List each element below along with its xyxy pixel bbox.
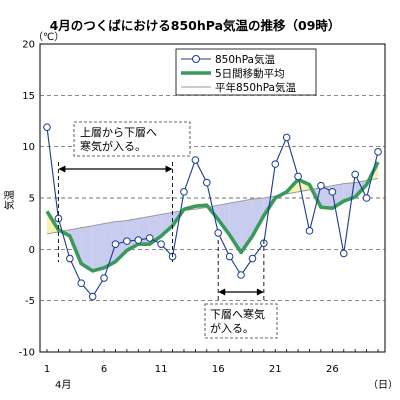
data-point bbox=[351, 170, 359, 179]
anomaly-fill bbox=[47, 162, 378, 271]
y-tick-label: 5 bbox=[29, 194, 35, 205]
data-point bbox=[374, 148, 382, 156]
data-point bbox=[294, 172, 302, 181]
series-layer bbox=[43, 123, 382, 301]
data-point bbox=[43, 123, 51, 131]
data-point bbox=[237, 271, 245, 279]
arrow-head bbox=[58, 165, 66, 173]
x-tick-label: 21 bbox=[269, 364, 282, 375]
data-point bbox=[157, 240, 165, 248]
data-point bbox=[123, 237, 131, 245]
annotation-text: 上層から下層へ bbox=[80, 126, 157, 139]
below-normal-fill bbox=[92, 223, 105, 271]
annotation-text: 寒気が入る。 bbox=[80, 139, 146, 153]
data-point bbox=[180, 188, 188, 196]
y-unit-label: （℃） bbox=[33, 31, 64, 43]
data-point bbox=[328, 188, 337, 196]
data-point bbox=[134, 236, 143, 244]
x-unit-label: （日） bbox=[368, 379, 398, 391]
x-tick-label: 11 bbox=[155, 364, 168, 375]
month-label: 4月 bbox=[55, 379, 71, 391]
data-point bbox=[225, 252, 234, 261]
chart-title: 4月のつくばにおける850hPa気温の推移（09時） bbox=[50, 18, 341, 33]
data-point bbox=[66, 254, 74, 263]
data-point bbox=[202, 178, 211, 187]
data-point bbox=[271, 160, 280, 168]
below-normal-fill bbox=[252, 198, 264, 236]
legend-label-normal: 平年850hPa気温 bbox=[215, 81, 296, 94]
arrow-head bbox=[165, 165, 173, 173]
y-tick-label: 20 bbox=[22, 40, 35, 51]
data-point bbox=[88, 292, 97, 301]
data-point bbox=[100, 274, 108, 282]
y-tick-label: 10 bbox=[22, 142, 35, 153]
data-point bbox=[248, 254, 257, 263]
data-point bbox=[362, 194, 371, 202]
arrow-head bbox=[256, 288, 264, 296]
data-point bbox=[305, 227, 314, 235]
y-axis-label: 気温 bbox=[3, 190, 16, 210]
annotation-box bbox=[204, 303, 278, 339]
data-point bbox=[317, 181, 325, 190]
y-tick-label: 15 bbox=[22, 91, 35, 102]
legend-marker-temp bbox=[192, 55, 200, 63]
data-point bbox=[145, 234, 154, 242]
y-tick-label: -10 bbox=[19, 348, 35, 359]
below-normal-fill bbox=[104, 221, 116, 268]
x-tick-label: 6 bbox=[101, 364, 107, 375]
x-tick-label: 1 bbox=[44, 364, 50, 375]
data-point bbox=[111, 240, 120, 248]
y-ticks: -10 -5 0 5 10 15 20 bbox=[19, 40, 35, 359]
legend-label-ma: 5日間移動平均 bbox=[215, 67, 285, 80]
legend-label-temp: 850hPa気温 bbox=[215, 53, 275, 66]
y-tick-label: -5 bbox=[25, 296, 35, 307]
annotation-text: 下層へ寒気 bbox=[210, 307, 265, 321]
legend: 850hPa気温 5日間移動平均 平年850hPa気温 bbox=[175, 48, 317, 96]
data-point bbox=[214, 229, 223, 237]
arrow-head bbox=[218, 288, 226, 296]
data-point bbox=[191, 156, 200, 164]
x-ticks: 1 6 11 16 21 26 bbox=[44, 349, 379, 375]
annotation-text: が入る。 bbox=[210, 321, 254, 335]
below-normal-fill bbox=[229, 201, 242, 253]
x-tick-label: 26 bbox=[326, 364, 339, 375]
annotation-box bbox=[73, 121, 191, 157]
y-tick-label: 0 bbox=[29, 245, 35, 256]
data-point bbox=[339, 249, 348, 258]
below-normal-fill bbox=[218, 203, 230, 235]
data-point bbox=[77, 279, 86, 288]
series-line-moving-average bbox=[45, 161, 380, 273]
below-normal-fill bbox=[81, 225, 93, 271]
below-normal-fill bbox=[161, 212, 173, 236]
data-point bbox=[282, 133, 291, 142]
x-tick-label: 16 bbox=[212, 364, 225, 375]
